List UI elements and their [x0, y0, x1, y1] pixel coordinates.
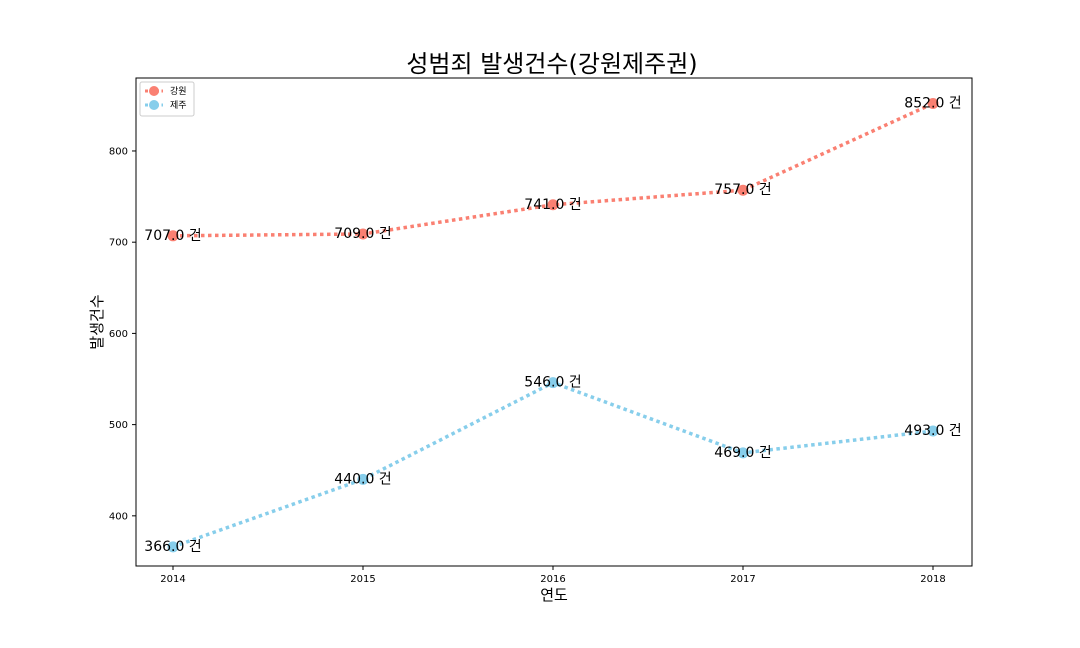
x-tick-label: 2014	[160, 574, 185, 585]
plot-area	[135, 77, 973, 567]
y-tick-label: 700	[109, 238, 128, 249]
data-point	[357, 228, 369, 240]
data-point	[927, 98, 939, 110]
legend-marker	[149, 100, 159, 110]
data-point	[357, 473, 369, 485]
data-label: 709.0 건	[334, 226, 391, 242]
x-tick-label: 2018	[920, 574, 945, 585]
data-labels: 707.0 건 709.0 건 741.0 건 757.0 건 852.0 건 366.0…	[144, 96, 961, 555]
data-label: 546.0 건	[524, 375, 581, 391]
legend: 강원제주	[139, 81, 195, 117]
y-axis-label: 발생건수	[88, 294, 106, 349]
legend-label: 제주	[170, 100, 187, 111]
data-label: 493.0 건	[904, 423, 961, 439]
x-axis: 2014 2015 2016 2017 2018	[160, 566, 946, 585]
data-label: 440.0 건	[334, 471, 391, 487]
data-label: 757.0 건	[714, 182, 771, 198]
x-tick-label: 2015	[350, 574, 375, 585]
data-point	[167, 541, 179, 553]
x-tick-label: 2016	[540, 574, 565, 585]
data-point	[547, 377, 559, 389]
legend-marker	[149, 86, 159, 96]
y-tick-label: 800	[109, 146, 128, 157]
y-tick-label: 600	[109, 329, 128, 340]
data-point	[167, 230, 179, 242]
data-label: 366.0 건	[144, 539, 201, 555]
y-tick-label: 500	[109, 420, 128, 431]
chart-title: 성범죄 발생건수(강원제주권)	[406, 50, 697, 78]
data-point	[737, 184, 749, 196]
y-tick-label: 400	[109, 511, 128, 522]
x-axis-label: 연도	[540, 586, 568, 604]
y-axis: 400 500 600 700 800	[109, 146, 136, 522]
series-layer	[167, 98, 939, 553]
data-label: 741.0 건	[524, 197, 581, 213]
data-point	[547, 199, 559, 211]
series-line-강원	[172, 101, 934, 238]
data-label: 469.0 건	[714, 445, 771, 461]
data-point	[737, 447, 749, 459]
data-label: 707.0 건	[144, 228, 201, 244]
data-point	[927, 425, 939, 437]
legend-label: 강원	[170, 86, 187, 97]
x-tick-label: 2017	[730, 574, 755, 585]
data-label: 852.0 건	[904, 96, 961, 112]
